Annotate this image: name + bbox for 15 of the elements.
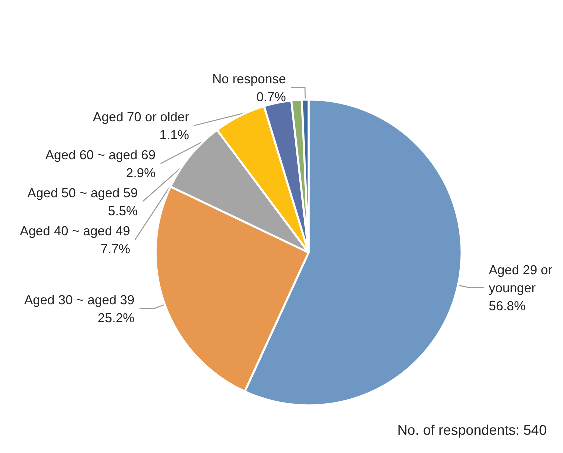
data-label: 7.7% xyxy=(100,241,131,256)
slice-label: Aged 30 ~ aged 39 xyxy=(24,292,135,308)
data-label: 0.7% xyxy=(256,89,287,104)
slice-label: No response xyxy=(212,71,286,86)
data-label: 56.8% xyxy=(488,298,526,314)
slice-label: Aged 70 or older xyxy=(93,109,190,124)
slice-label: Aged 29 or younger xyxy=(488,262,556,296)
text: No. of respondents: 540 xyxy=(398,422,548,438)
data-label: 25.2% xyxy=(98,310,136,326)
data-label: 1.1% xyxy=(160,127,190,142)
slice-label: Aged 40 ~ aged 49 xyxy=(20,223,130,238)
slice-label: Aged 50 ~ aged 59 xyxy=(28,185,138,200)
slice-label: Aged 60 ~ aged 69 xyxy=(46,147,156,162)
data-label: 2.9% xyxy=(126,165,156,180)
data-label: 5.5% xyxy=(108,203,138,218)
